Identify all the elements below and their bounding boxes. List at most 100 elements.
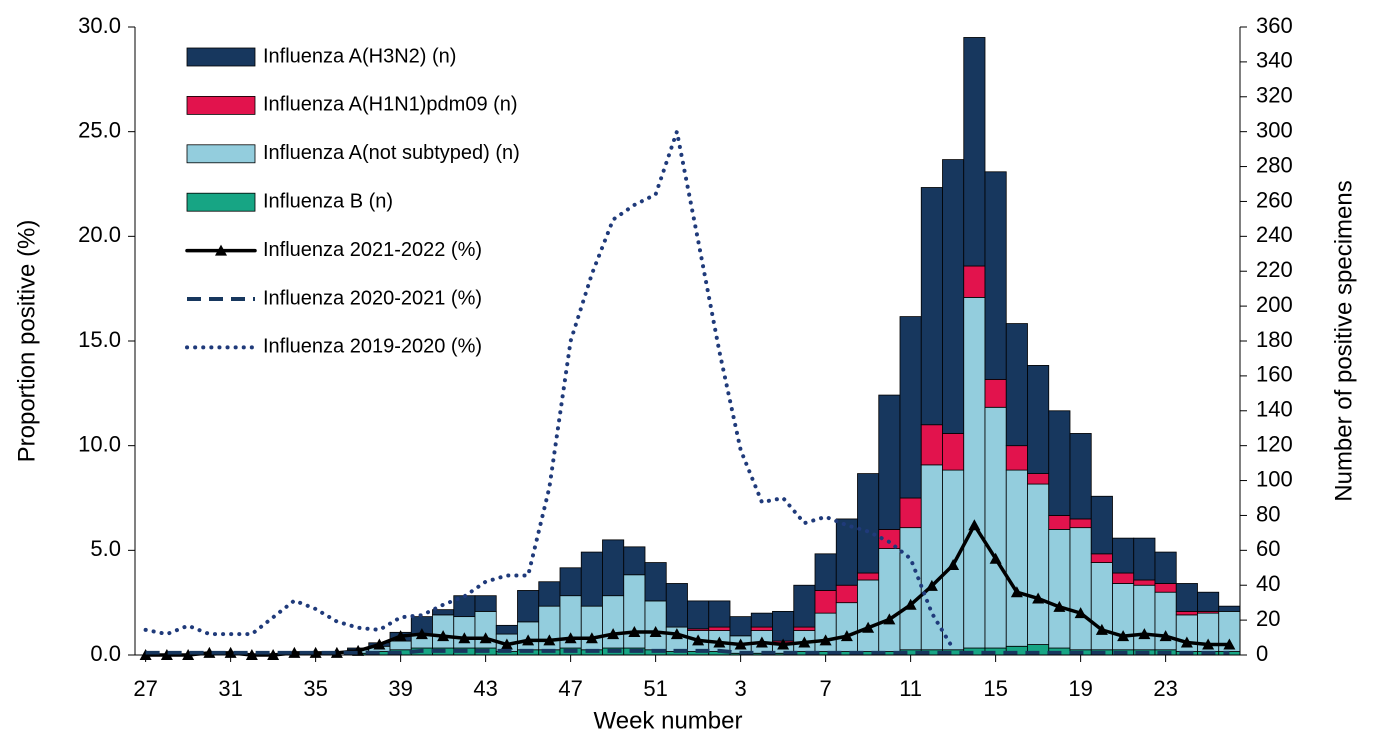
line-marker xyxy=(925,579,938,591)
bar-segment xyxy=(857,572,880,581)
y2-tick-label: 320 xyxy=(1256,83,1293,108)
line-marker xyxy=(607,628,620,640)
bar-segment xyxy=(1069,433,1092,520)
bar-segment xyxy=(899,527,922,651)
bar-segment xyxy=(963,296,986,649)
bar-segment xyxy=(793,584,816,628)
bar-segment xyxy=(963,265,986,298)
x-tick-label: 51 xyxy=(643,676,667,701)
y2-tick-label: 160 xyxy=(1256,362,1293,387)
line-marker xyxy=(692,634,705,646)
legend-swatch xyxy=(186,47,256,67)
bar-segment xyxy=(1090,562,1113,651)
line-marker xyxy=(415,628,428,640)
bar-segment xyxy=(899,497,922,529)
bar-segment xyxy=(1027,483,1050,645)
bar-segment xyxy=(517,590,540,623)
bar-segment xyxy=(1069,518,1092,529)
line-marker xyxy=(1202,638,1215,650)
bar-segment xyxy=(857,579,880,652)
bar-segment xyxy=(1133,579,1156,586)
bar-segment xyxy=(474,595,497,612)
bar-segment xyxy=(878,548,901,652)
line xyxy=(143,129,956,651)
legend-swatch xyxy=(186,96,256,115)
line-marker xyxy=(883,613,896,625)
y2-tick-label: 120 xyxy=(1256,431,1293,456)
y2-tick-label: 360 xyxy=(1256,13,1293,38)
line xyxy=(145,648,1230,655)
bar-segment xyxy=(750,612,773,628)
line-marker xyxy=(1032,592,1045,604)
bar-segment xyxy=(708,600,731,628)
bar-segment xyxy=(814,590,837,614)
line-marker xyxy=(564,632,577,644)
y2-tick-label: 340 xyxy=(1256,48,1293,73)
legend-marker xyxy=(215,244,227,256)
line-marker xyxy=(968,519,981,531)
bar-segment xyxy=(1048,410,1071,516)
bar-segment xyxy=(1112,572,1135,584)
y2-tick-label: 180 xyxy=(1256,327,1293,352)
x-tick-label: 47 xyxy=(558,676,582,701)
bar-segment xyxy=(729,616,752,637)
bar-segment xyxy=(984,171,1007,380)
bar-segment xyxy=(1175,610,1198,616)
y2-tick-label: 200 xyxy=(1256,292,1293,317)
line-marker xyxy=(777,638,790,650)
line-marker xyxy=(437,630,450,642)
y-tick-label: 20.0 xyxy=(78,222,121,247)
legend-label: Influenza A(H3N2) (n) xyxy=(263,45,456,67)
bar-segment xyxy=(602,539,625,597)
legend-label: Influenza A(not subtyped) (n) xyxy=(263,142,520,164)
y2-tick-label: 0 xyxy=(1256,641,1268,666)
bar-segment xyxy=(538,581,561,607)
x-tick-label: 11 xyxy=(899,676,922,701)
bar-segment xyxy=(1090,553,1113,563)
legend-label: Influenza A(H1N1)pdm09 (n) xyxy=(263,94,518,116)
bar-segment xyxy=(623,546,646,576)
legend-label: Influenza 2019-2020 (%) xyxy=(263,336,482,358)
line-marker xyxy=(500,638,513,650)
x-tick-label: 35 xyxy=(303,676,327,701)
y-tick-label: 5.0 xyxy=(90,536,121,561)
y2-tick-label: 280 xyxy=(1256,152,1293,177)
y2-axis-label: Number of positive specimens xyxy=(1330,180,1357,501)
line-marker xyxy=(585,632,598,644)
line-marker xyxy=(479,632,492,644)
bar-segment xyxy=(687,600,710,630)
bar-segment xyxy=(602,595,625,649)
bar-segment xyxy=(963,37,986,267)
x-tick-label: 15 xyxy=(983,676,1007,701)
x-tick-label: 27 xyxy=(133,676,157,701)
line-marker xyxy=(1180,636,1193,648)
bar-segment xyxy=(984,406,1007,649)
line-marker xyxy=(734,638,747,650)
bar-segment xyxy=(1154,551,1177,584)
line-marker xyxy=(904,598,917,610)
y-tick-label: 30.0 xyxy=(78,13,121,38)
x-tick-label: 39 xyxy=(388,676,412,701)
x-tick-label: 43 xyxy=(473,676,497,701)
bar-segment xyxy=(389,640,412,651)
y-axis-label: Proportion positive (%) xyxy=(13,220,40,463)
bar-segment xyxy=(1069,527,1092,651)
bar-segment xyxy=(835,584,858,604)
y2-tick-label: 260 xyxy=(1256,187,1293,212)
x-tick-label: 7 xyxy=(820,676,832,701)
bar-segment xyxy=(942,159,965,434)
bar-segment xyxy=(580,551,603,607)
x-tick-label: 19 xyxy=(1068,676,1092,701)
bar-segment xyxy=(1197,591,1220,612)
bar-segment xyxy=(1048,515,1071,530)
line-marker xyxy=(628,625,641,637)
x-tick-label: 3 xyxy=(735,676,747,701)
line-marker xyxy=(543,634,556,646)
bar-segment xyxy=(814,553,837,591)
legend-label: Influenza B (n) xyxy=(263,190,393,212)
bar-segment xyxy=(984,378,1007,408)
y2-tick-label: 140 xyxy=(1256,397,1293,422)
y2-tick-label: 60 xyxy=(1256,536,1280,561)
line-marker xyxy=(713,636,726,648)
